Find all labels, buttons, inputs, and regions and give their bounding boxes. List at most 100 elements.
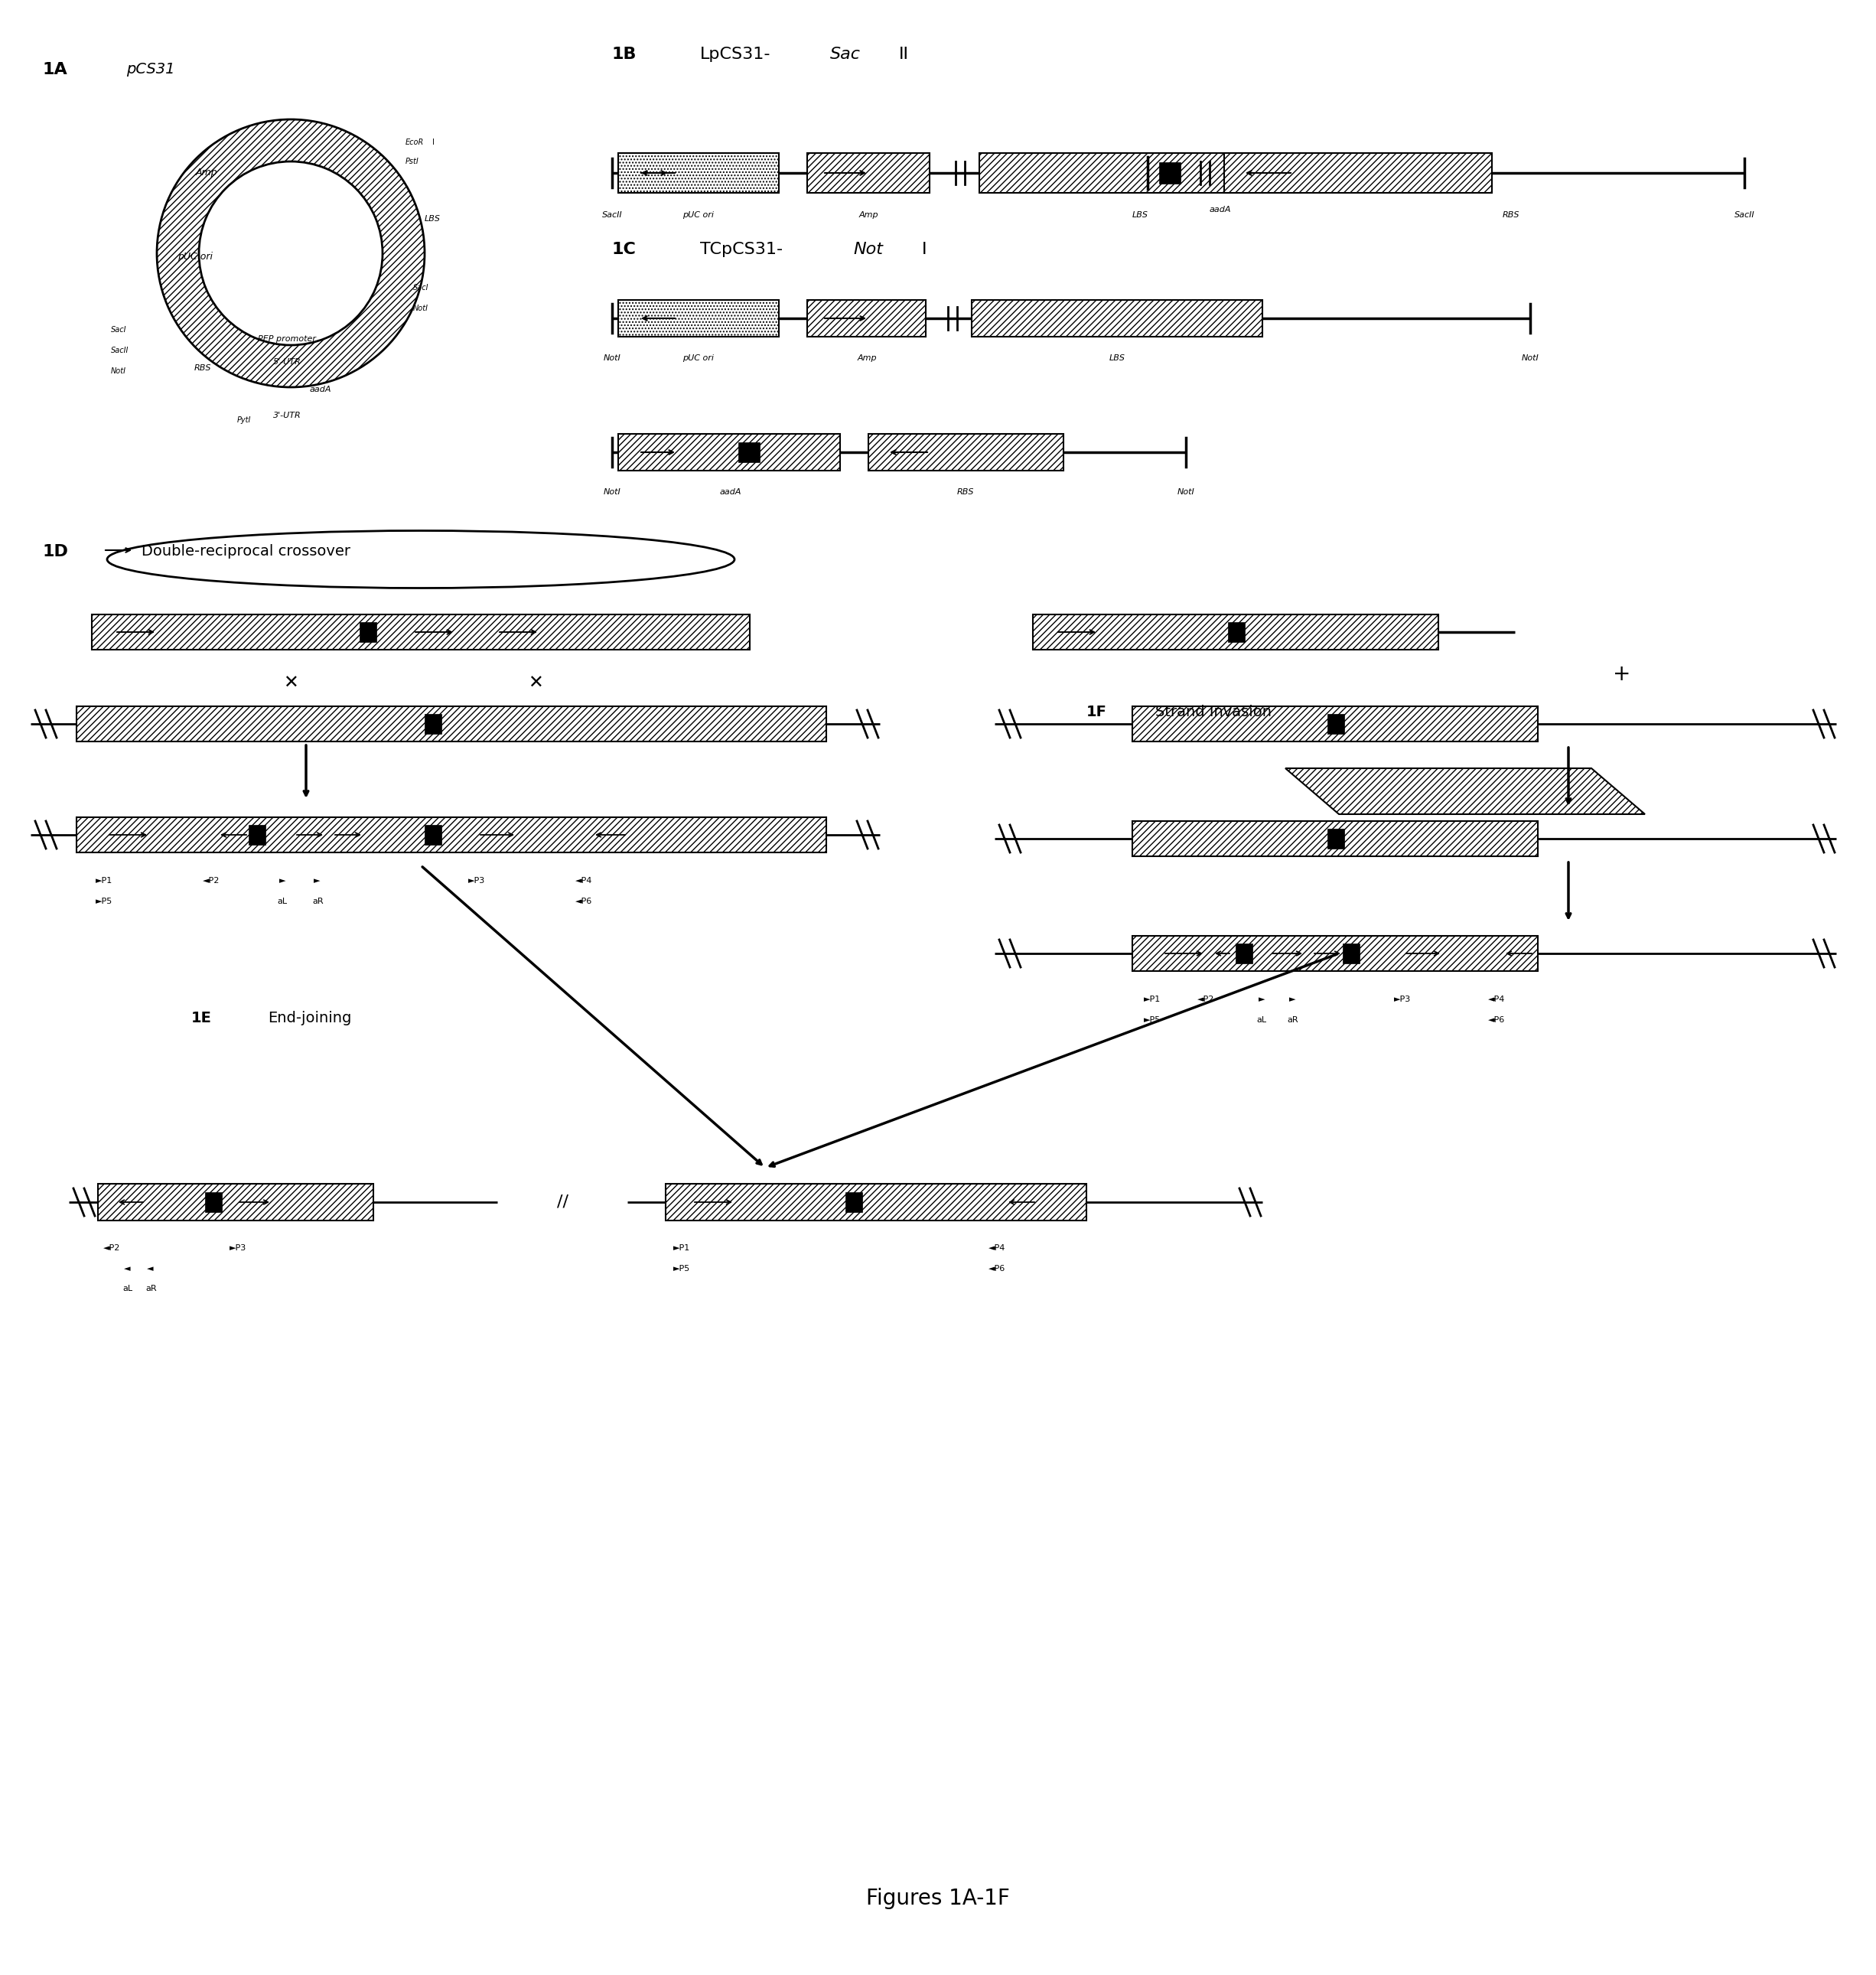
Text: NotI: NotI xyxy=(111,367,126,375)
Text: //: // xyxy=(557,1195,568,1211)
Text: Figures 1A-1F: Figures 1A-1F xyxy=(867,1888,1009,1910)
Text: ►P5: ►P5 xyxy=(96,897,113,905)
Text: ►: ► xyxy=(280,877,285,885)
Bar xyxy=(1133,707,1538,741)
Text: aadA: aadA xyxy=(1210,205,1231,213)
Bar xyxy=(972,300,1263,336)
Text: SacII: SacII xyxy=(602,211,623,219)
Text: aR: aR xyxy=(144,1286,156,1292)
Bar xyxy=(619,152,779,194)
Text: PytI: PytI xyxy=(236,417,251,425)
Bar xyxy=(1133,936,1538,972)
Bar xyxy=(1343,944,1360,964)
Bar xyxy=(98,1183,373,1221)
Bar xyxy=(807,300,925,336)
Text: 1F: 1F xyxy=(1086,705,1107,719)
Text: RBS: RBS xyxy=(1503,211,1520,219)
Text: Amp: Amp xyxy=(859,211,878,219)
Text: End-joining: End-joining xyxy=(268,1011,351,1025)
Text: aadA: aadA xyxy=(720,488,741,496)
Text: aL: aL xyxy=(278,897,287,905)
Text: ►P3: ►P3 xyxy=(469,877,486,885)
Text: aL: aL xyxy=(122,1286,133,1292)
Bar xyxy=(979,152,1300,194)
Text: SacII: SacII xyxy=(1733,211,1754,219)
Bar xyxy=(360,622,377,642)
Text: 3'-UTR: 3'-UTR xyxy=(272,411,300,419)
Text: ►P3: ►P3 xyxy=(229,1244,246,1252)
Text: ►: ► xyxy=(1289,995,1296,1003)
Text: 1D: 1D xyxy=(41,543,68,559)
Bar xyxy=(807,152,930,194)
Text: ►P1: ►P1 xyxy=(1144,995,1161,1003)
Bar xyxy=(424,826,441,845)
Text: ◄P2: ◄P2 xyxy=(203,877,219,885)
Text: II: II xyxy=(899,47,910,61)
Text: LpCS31-: LpCS31- xyxy=(700,47,771,61)
Text: +: + xyxy=(1613,664,1630,685)
Text: ◄P2: ◄P2 xyxy=(1197,995,1214,1003)
Text: aL: aL xyxy=(1257,1017,1266,1023)
Text: 1E: 1E xyxy=(191,1011,212,1025)
Bar xyxy=(1328,829,1345,849)
Bar xyxy=(77,707,825,741)
Bar xyxy=(846,1193,863,1213)
Text: Double-reciprocal crossover: Double-reciprocal crossover xyxy=(141,545,351,559)
Text: PEP promoter: PEP promoter xyxy=(257,336,315,344)
Text: aR: aR xyxy=(311,897,323,905)
Text: ◄P4: ◄P4 xyxy=(576,877,593,885)
Text: EcoR: EcoR xyxy=(405,138,424,146)
Text: ►: ► xyxy=(313,877,321,885)
Text: ►P1: ►P1 xyxy=(673,1244,690,1252)
Text: aR: aR xyxy=(1287,1017,1298,1023)
Bar xyxy=(619,434,840,470)
Text: ►P5: ►P5 xyxy=(1144,1017,1161,1023)
Polygon shape xyxy=(1285,768,1645,814)
Text: ◄P6: ◄P6 xyxy=(989,1264,1006,1272)
Text: TCpCS31-: TCpCS31- xyxy=(700,241,782,257)
Text: ►P3: ►P3 xyxy=(1394,995,1411,1003)
Bar xyxy=(869,434,1064,470)
Bar xyxy=(250,826,266,845)
Text: NotI: NotI xyxy=(604,488,621,496)
Text: pCS31: pCS31 xyxy=(126,63,174,77)
Text: Not: Not xyxy=(854,241,884,257)
Text: SacII: SacII xyxy=(111,348,129,354)
Text: LBS: LBS xyxy=(1109,354,1126,361)
Bar xyxy=(739,442,760,462)
Text: 1C: 1C xyxy=(612,241,636,257)
Text: 1A: 1A xyxy=(41,61,68,77)
Text: ◄P6: ◄P6 xyxy=(576,897,593,905)
Text: NotI: NotI xyxy=(413,304,428,312)
Text: ◄P4: ◄P4 xyxy=(989,1244,1006,1252)
Bar xyxy=(77,818,825,853)
Text: 1B: 1B xyxy=(612,47,638,61)
Text: NotI: NotI xyxy=(1521,354,1538,361)
Text: RBS: RBS xyxy=(193,363,212,371)
Text: ►: ► xyxy=(1259,995,1264,1003)
Text: ◄: ◄ xyxy=(146,1264,154,1272)
Text: SacI: SacI xyxy=(111,326,126,334)
Bar xyxy=(666,1183,1086,1221)
Text: ◄P4: ◄P4 xyxy=(1488,995,1505,1003)
Bar xyxy=(1133,822,1538,857)
Text: PstI: PstI xyxy=(405,158,418,166)
Text: pUC ori: pUC ori xyxy=(178,253,212,263)
Bar xyxy=(92,614,750,650)
Text: I: I xyxy=(431,138,435,146)
Text: NotI: NotI xyxy=(604,354,621,361)
Text: NotI: NotI xyxy=(1176,488,1195,496)
Text: pUC ori: pUC ori xyxy=(683,211,715,219)
Text: ✕: ✕ xyxy=(283,673,298,693)
Text: ✕: ✕ xyxy=(527,673,544,693)
Bar xyxy=(1034,614,1439,650)
Bar xyxy=(1328,713,1345,735)
Bar xyxy=(1236,944,1253,964)
Text: aadA: aadA xyxy=(310,385,332,393)
Bar xyxy=(1229,622,1246,642)
Text: Amp: Amp xyxy=(857,354,876,361)
Text: I: I xyxy=(921,241,927,257)
Text: Strand Invasion: Strand Invasion xyxy=(1156,705,1272,719)
Text: ◄: ◄ xyxy=(124,1264,131,1272)
Bar xyxy=(204,1193,221,1213)
